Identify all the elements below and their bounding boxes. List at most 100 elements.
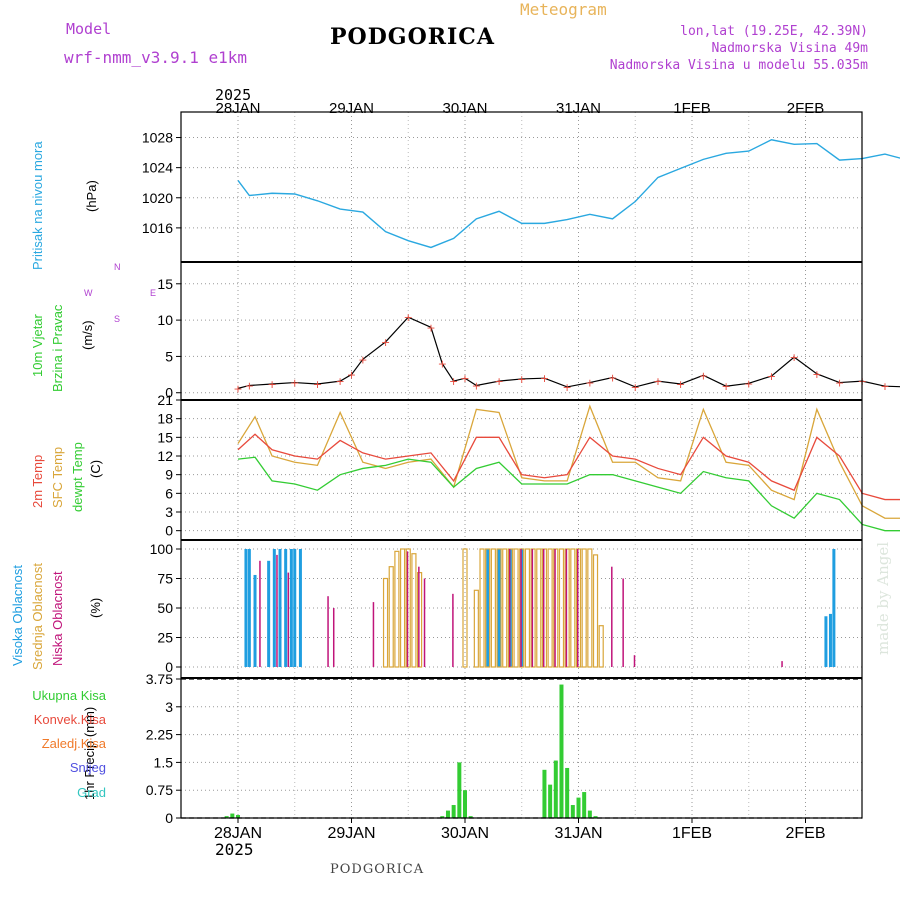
x-tick-label-bottom: 1FEB [672,825,712,842]
x-tick-label-top: 30JAN [442,100,487,117]
temp-unit: (C) [88,459,103,478]
x-tick-label-top: 1FEB [673,100,711,117]
low-cloud-bar [287,572,290,667]
high-cloud-bar [253,574,257,667]
model-name: wrf-nmm_v3.9.1 e1km [64,48,248,67]
low-cloud-bar [611,566,613,667]
low-cloud-bar [622,578,624,667]
high-cloud-bar [828,613,832,667]
y-tick-label: 15 [157,276,173,292]
precip-bar [457,762,462,818]
low-cloud-bar [372,602,375,667]
y-tick-label: 18 [157,411,173,427]
y-tick-label: 75 [157,571,173,587]
x-tick-label-bottom: 2FEB [785,825,825,842]
y-tick-label: 25 [157,630,173,646]
cloud-unit: (%) [88,597,103,618]
wind-speed-point: + [381,336,390,349]
cloud-label-2: Srednja Oblacnost [30,563,45,670]
model-label: Model [66,20,112,38]
precip-bar [468,816,473,818]
low-cloud-bar [452,593,454,667]
x-tick-label-bottom: 31JAN [554,825,602,842]
legend-konvek-kisa: Konvek.Kisa [33,712,106,727]
wind-speed-point: + [699,369,708,382]
precip-bar [463,790,467,818]
y-tick-label: 1.5 [154,754,174,770]
y-tick-label: 12 [157,448,173,464]
precip-bar [553,760,558,818]
high-cloud-bar [824,616,828,667]
y-tick-label: 1020 [142,190,173,206]
low-cloud-bar [781,661,783,667]
precip-bar [587,810,592,818]
footer-title: PODGORICA [330,862,425,877]
wind-speed-point: + [313,378,322,391]
data-layer: +++++++++++++++++++++++++++++++++++ [224,139,900,818]
y-tick-label: 10 [157,312,173,328]
wind-speed-point: + [245,379,254,392]
elevation-label: Nadmorska Visina 49m [711,41,868,56]
high-cloud-bar [832,549,836,667]
wind-speed-point: + [336,375,345,388]
pressure-unit: (hPa) [84,180,99,212]
mid-cloud-bar [496,548,502,668]
mid-cloud-bar [592,554,599,668]
mid-cloud-bar [388,566,394,668]
wind-speed-point: + [517,373,526,386]
coords-label: lon,lat (19.25E, 42.39N) [680,24,868,39]
mid-cloud-bar [399,548,406,668]
x-tick-label-top: 29JAN [329,100,374,117]
precip-bar [548,784,553,818]
y-tick-label: 2.25 [146,727,173,743]
low-cloud-bar [554,549,556,667]
mid-cloud-bar [473,589,479,668]
precip-bar [570,805,575,818]
low-cloud-bar [565,549,568,667]
low-cloud-bar [406,551,409,667]
precip-bar [451,805,456,818]
compass-w: W [84,288,93,298]
high-cloud-bar [486,549,490,667]
year-bottom: 2025 [215,840,254,859]
y-tick-label: 100 [150,541,174,557]
pressure-label: Pritisak na nivou mora [30,141,45,270]
temp-label-2: SFC Temp [50,446,65,508]
wind-speed-point: + [347,369,356,382]
low-cloud-bar [577,549,579,667]
precip-bar [230,813,235,818]
wind-speed-point: + [404,311,413,324]
high-cloud-bar [247,549,251,667]
wind-speed-point: + [233,382,242,395]
low-cloud-bar [259,560,261,667]
high-cloud-bar [244,549,248,667]
mid-cloud-bar [490,548,496,668]
mid-cloud-bar [462,548,468,668]
y-tick-label: 50 [157,600,173,616]
wind-speed-point: + [540,372,549,385]
wind-speed-line [237,316,900,389]
page-title: PODGORICA [330,24,495,50]
wind-speed-point: + [880,380,889,393]
wind-speed-point: + [358,353,367,366]
wind-speed-point: + [585,377,594,390]
axes-layer: 1016102010241028051015036912151821025507… [142,100,863,842]
year-top: 2025 [215,86,252,104]
y-tick-label: 0 [165,659,173,675]
wind-speed-point: + [426,321,435,334]
low-cloud-bar [327,596,329,667]
mid-cloud-bar [598,625,604,668]
legend-snijeg: Snijeg [69,760,106,775]
precip-bar [440,816,445,818]
low-cloud-bar [542,549,545,667]
y-tick-label: 15 [157,429,173,445]
mid-cloud-bar [570,548,576,668]
precip-bar [576,797,581,818]
legend-ukupna-kisa: Ukupna Kisa [32,688,106,703]
low-cloud-bar [423,578,426,667]
low-cloud-bar [332,608,335,667]
mid-cloud-bar [558,548,565,668]
x-tick-label-bottom: 29JAN [327,825,375,842]
x-tick-label-top: 31JAN [556,100,601,117]
high-cloud-bar [289,549,293,667]
